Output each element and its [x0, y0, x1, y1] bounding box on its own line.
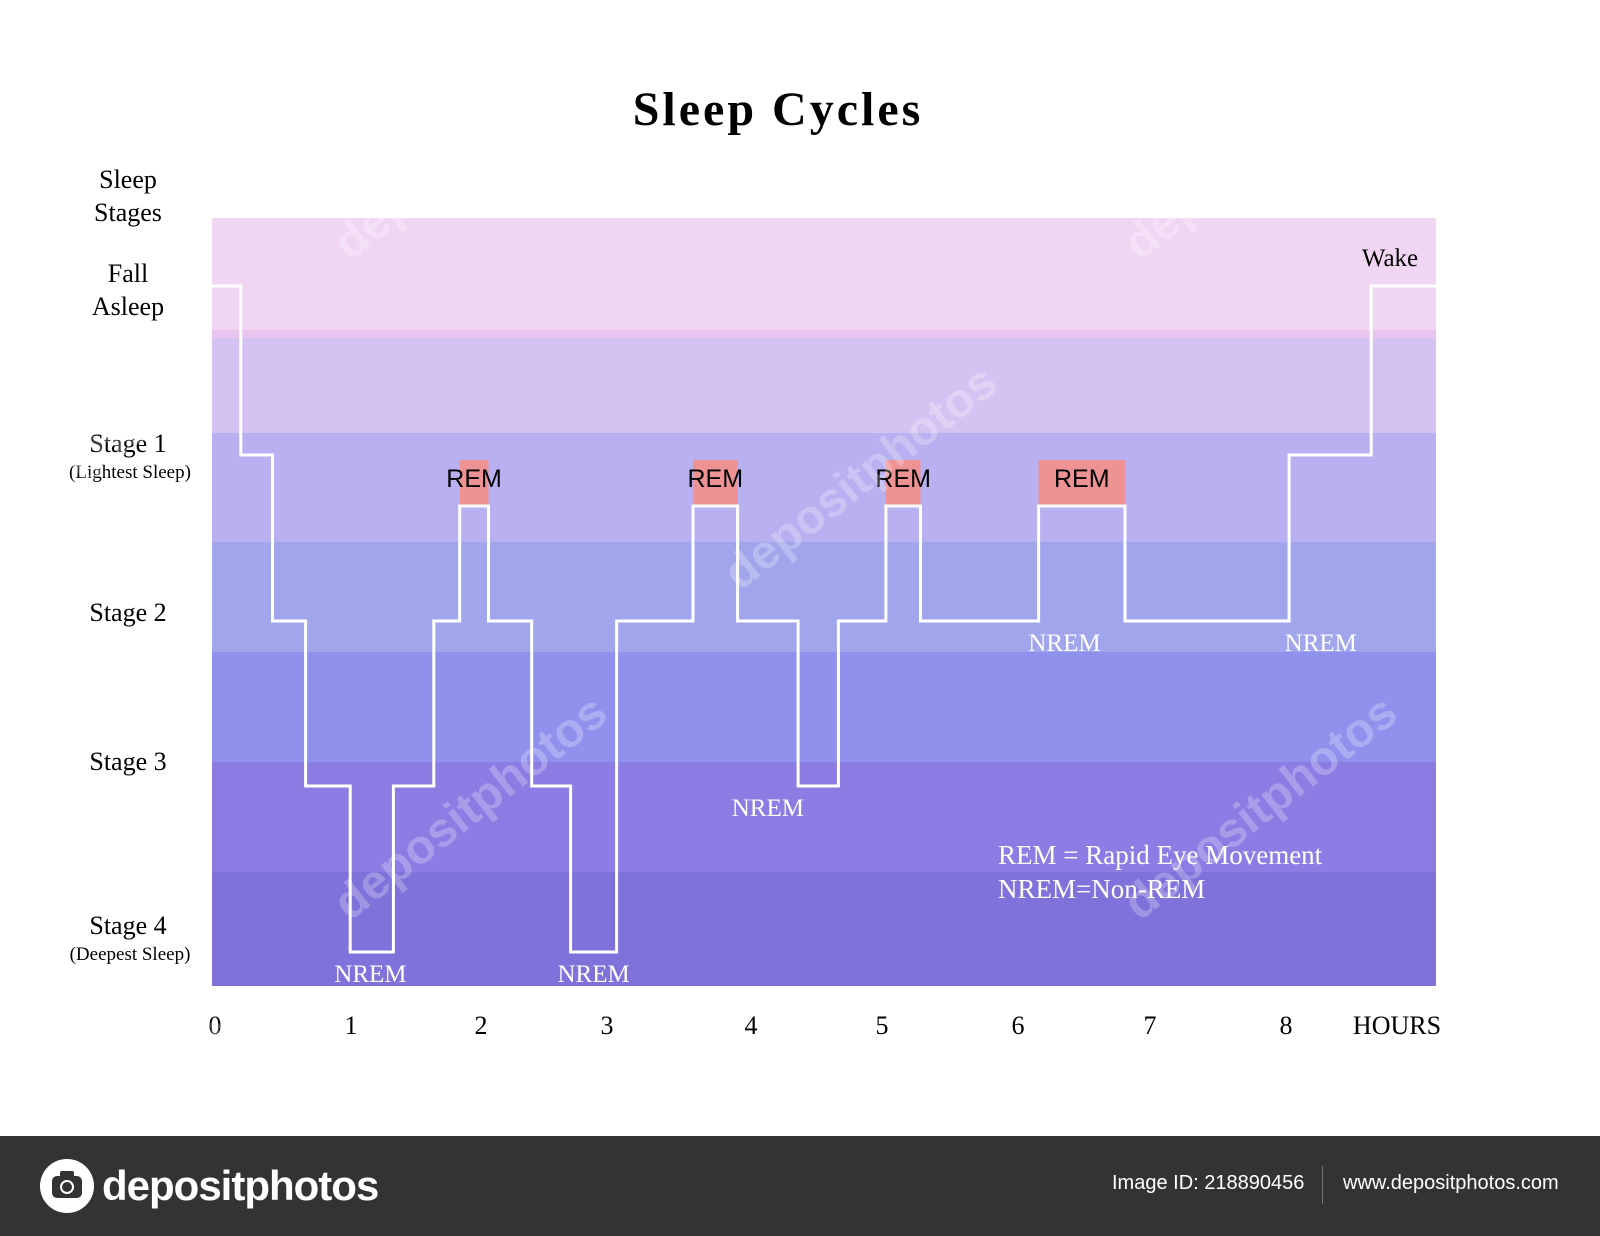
- wake-label: Wake: [1362, 245, 1418, 272]
- stage-label: Stage 2: [89, 598, 166, 627]
- x-tick-label: 8: [1280, 1011, 1293, 1040]
- x-tick-label: 4: [745, 1011, 758, 1040]
- x-axis-label: HOURS: [1353, 1011, 1441, 1040]
- stage-label: Stage 1: [89, 429, 166, 458]
- y-axis-label-line: Stages: [94, 198, 162, 227]
- stage-band: [212, 872, 1436, 986]
- rem-label: REM: [687, 465, 743, 493]
- rem-box: [885, 460, 921, 506]
- footer-divider: [1322, 1166, 1323, 1204]
- stage-labels: Sleep Stages Fall Asleep Stage 1 (Lightest Sl…: [69, 165, 1418, 965]
- stage-band: [212, 338, 1436, 433]
- legend: REM = Rapid Eye Movement NREM=Non-REM: [998, 840, 1323, 904]
- rem-segments: REM REM REM REM: [446, 460, 1125, 506]
- nrem-label: NREM: [334, 961, 406, 988]
- watermark-text: depositphotos: [0, 975, 287, 1136]
- y-axis-label-line: Sleep: [99, 165, 157, 194]
- stage-label: Stage 3: [89, 747, 166, 776]
- x-tick-label: 3: [601, 1011, 614, 1040]
- sleep-cycles-chart: Sleep Cycles Sleep Stages Fall Asleep Stage …: [0, 83, 1442, 1136]
- stage-label: Asleep: [92, 292, 164, 321]
- nrem-label: NREM: [732, 795, 804, 822]
- chart-title: Sleep Cycles: [633, 83, 924, 136]
- nrem-labels: NREM NREM NREM NREM NREM: [334, 630, 1357, 988]
- depositphotos-logo[interactable]: depositphotos: [40, 1158, 379, 1214]
- nrem-label: NREM: [1028, 630, 1100, 657]
- stage-sublabel: (Deepest Sleep): [70, 944, 191, 965]
- x-tick-label: 2: [475, 1011, 488, 1040]
- legend-entry: REM = Rapid Eye Movement: [998, 840, 1323, 870]
- stage-label: Stage 4: [89, 911, 166, 940]
- stage-band: [212, 762, 1436, 872]
- site-link[interactable]: www.depositphotos.com: [1343, 1172, 1559, 1194]
- stage-band: [212, 433, 1436, 542]
- stage-band: [212, 652, 1436, 762]
- rem-box: [459, 460, 489, 506]
- stage-label: Fall: [108, 259, 148, 288]
- x-tick-label: 5: [876, 1011, 889, 1040]
- logo-text: depositphotos: [102, 1162, 379, 1209]
- x-tick-label: 0: [209, 1011, 222, 1040]
- x-tick-label: 1: [345, 1011, 358, 1040]
- footer-bar: depositphotos Image ID: 218890456 www.de…: [0, 1136, 1600, 1236]
- x-tick-label: 7: [1144, 1011, 1157, 1040]
- wake-band-edge: [212, 330, 1436, 338]
- stage-band: [212, 218, 1436, 338]
- nrem-label: NREM: [1285, 630, 1357, 657]
- x-tick-label: 6: [1012, 1011, 1025, 1040]
- rem-label: REM: [875, 465, 931, 493]
- rem-box: [1038, 460, 1125, 506]
- nrem-label: NREM: [557, 961, 629, 988]
- rem-box: [692, 460, 738, 506]
- rem-label: REM: [1054, 465, 1110, 493]
- stage-bands: [212, 218, 1436, 986]
- x-axis-ticks: 0 1 2 3 4 5 6 7 8 HOURS: [209, 1011, 1442, 1040]
- rem-label: REM: [446, 465, 502, 493]
- hypnogram-line: [212, 284, 1436, 954]
- watermark-text: depositphotos: [714, 975, 1007, 1136]
- stage-sublabel: (Lightest Sleep): [69, 462, 191, 483]
- image-id: Image ID: 218890456: [1112, 1172, 1305, 1194]
- camera-icon: [40, 1159, 94, 1213]
- stage-band: [212, 542, 1436, 652]
- legend-entry: NREM=Non-REM: [998, 874, 1205, 904]
